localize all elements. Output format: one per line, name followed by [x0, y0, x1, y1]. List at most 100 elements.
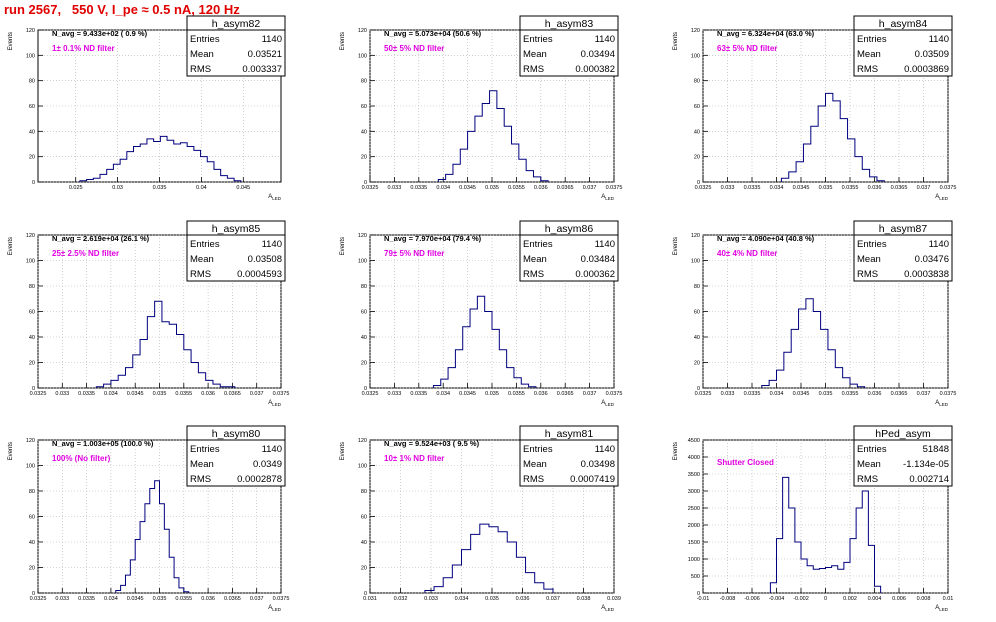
x-tick-label: 0.0375 — [273, 596, 290, 602]
x-axis-label: ALED — [601, 605, 615, 612]
y-tick-label: 100 — [358, 259, 367, 265]
stats-value: 0.0003838 — [904, 269, 949, 280]
x-tick-label: 0.0325 — [695, 185, 712, 191]
filter-note: Shutter Closed — [717, 458, 774, 467]
page-title: run 2567, 550 V, I_pe ≈ 0.5 nA, 120 Hz — [4, 2, 240, 17]
navg-label: N_avg = 9.433e+02 ( 0.9 %) — [52, 29, 148, 38]
stats-label: RMS — [523, 269, 544, 280]
x-tick-label: 0.033 — [721, 185, 735, 191]
filter-note: 79± 5% ND filter — [384, 249, 444, 258]
y-tick-label: 20 — [361, 361, 367, 367]
y-tick-label: 60 — [361, 310, 367, 316]
stats-box — [853, 15, 953, 77]
stats-label: Entries — [523, 239, 553, 250]
x-tick-label: 0.032 — [394, 596, 408, 602]
x-tick-label: 0.036 — [534, 185, 548, 191]
y-tick-label: 20 — [29, 155, 35, 161]
filter-note: 50± 5% ND filter — [384, 44, 444, 53]
x-tick-label: -0.006 — [744, 596, 760, 602]
x-tick-label: 0.0375 — [606, 391, 623, 397]
x-tick-label: 0.0335 — [744, 391, 761, 397]
stats-label: Mean — [857, 49, 881, 60]
stats-value: 0.0003869 — [904, 64, 949, 75]
x-tick-label: 0.0365 — [224, 391, 241, 397]
y-axis-label: Events — [8, 237, 14, 255]
x-tick-label: 0.036 — [516, 596, 530, 602]
x-tick-label: 0.01 — [943, 596, 954, 602]
histogram-name: h_asym84 — [879, 18, 928, 30]
x-tick-label: 0.039 — [607, 596, 621, 602]
x-tick-label: 0.036 — [868, 391, 882, 397]
histogram-name: hPed_asym — [875, 428, 931, 440]
stats-box — [186, 15, 286, 77]
stats-box — [186, 425, 286, 487]
x-tick-label: 0.0355 — [842, 185, 859, 191]
x-tick-label: -0.008 — [720, 596, 736, 602]
x-tick-label: 0.0335 — [744, 185, 761, 191]
x-tick-label: 0.035 — [153, 185, 167, 191]
y-tick-label: 20 — [361, 566, 367, 572]
stats-value: 0.0004593 — [237, 269, 282, 280]
stats-value: 1140 — [262, 34, 282, 45]
histogram-panel-h_asym84: 0 20 40 60 80 100 120 0.0325 0.033 0.0335 0.034 0.0… — [673, 15, 956, 201]
stats-label: Mean — [523, 459, 547, 470]
x-tick-label: 0.0345 — [793, 391, 810, 397]
histogram-panel-h_asym87: 0 20 40 60 80 100 120 0.0325 0.033 0.0335 0.034 0.0… — [673, 220, 956, 407]
y-tick-label: 500 — [691, 574, 700, 580]
y-tick-label: 4500 — [688, 438, 700, 444]
x-tick-label: 0.037 — [583, 185, 597, 191]
y-axis-label: Events — [340, 442, 346, 460]
stats-value: 1140 — [262, 444, 282, 455]
x-tick-label: 0.037 — [250, 596, 264, 602]
x-tick-label: 0.034 — [104, 391, 118, 397]
y-tick-label: 0 — [364, 180, 367, 186]
x-tick-label: 0.033 — [55, 391, 69, 397]
stats-label: Mean — [190, 49, 214, 60]
y-tick-label: 100 — [358, 53, 367, 59]
x-tick-label: 0.038 — [577, 596, 591, 602]
histogram-panel-h_asym83: 0 20 40 60 80 100 120 0.0325 0.033 0.0335 0.034 0.0… — [340, 15, 623, 201]
y-tick-label: 20 — [361, 155, 367, 161]
filter-note: 1± 0.1% ND filter — [52, 44, 115, 53]
navg-label: N_avg = 9.524e+03 ( 9.5 %) — [384, 439, 480, 448]
stats-value: 0.000382 — [575, 64, 615, 75]
y-tick-label: 40 — [361, 540, 367, 546]
x-tick-label: 0.036 — [868, 185, 882, 191]
x-axis-label: ALED — [601, 400, 615, 407]
stats-value: -1.134e-05 — [903, 459, 949, 470]
x-tick-label: 0.036 — [534, 391, 548, 397]
x-tick-label: 0.0375 — [606, 185, 623, 191]
stats-label: Entries — [857, 444, 887, 455]
y-tick-label: 3500 — [688, 472, 700, 478]
stats-label: Entries — [857, 239, 887, 250]
x-tick-label: 0.034 — [436, 185, 450, 191]
stats-label: Mean — [523, 49, 547, 60]
y-tick-label: 120 — [358, 28, 367, 34]
stats-label: Entries — [523, 34, 553, 45]
y-tick-label: 20 — [29, 566, 35, 572]
x-tick-label: 0.0325 — [30, 596, 47, 602]
stats-value: 1140 — [595, 444, 615, 455]
x-axis-label: ALED — [935, 605, 949, 612]
histogram-line — [79, 135, 242, 182]
histogram-line — [437, 90, 549, 182]
stats-label: Mean — [857, 254, 881, 265]
x-tick-label: 0.036 — [201, 391, 215, 397]
stats-value: 0.0002878 — [237, 474, 282, 485]
stats-value: 0.0349 — [253, 459, 282, 470]
y-tick-label: 0 — [32, 591, 35, 597]
stats-value: 0.0007419 — [570, 474, 615, 485]
histogram-name: h_asym86 — [545, 223, 594, 235]
histogram-name: h_asym87 — [879, 223, 928, 235]
y-tick-label: 20 — [694, 361, 700, 367]
histogram-panel-h_asym86: 0 20 40 60 80 100 120 0.0325 0.033 0.0335 0.034 0.0… — [340, 220, 623, 407]
y-tick-label: 3000 — [688, 489, 700, 495]
y-axis-label: Events — [340, 237, 346, 255]
y-axis-label: Events — [673, 442, 679, 460]
filter-note: 100% (No filter) — [52, 454, 111, 463]
y-tick-label: 2000 — [688, 523, 700, 529]
y-tick-label: 60 — [361, 515, 367, 521]
x-axis-label: ALED — [268, 194, 282, 201]
y-tick-label: 0 — [364, 591, 367, 597]
stats-box — [519, 15, 619, 77]
